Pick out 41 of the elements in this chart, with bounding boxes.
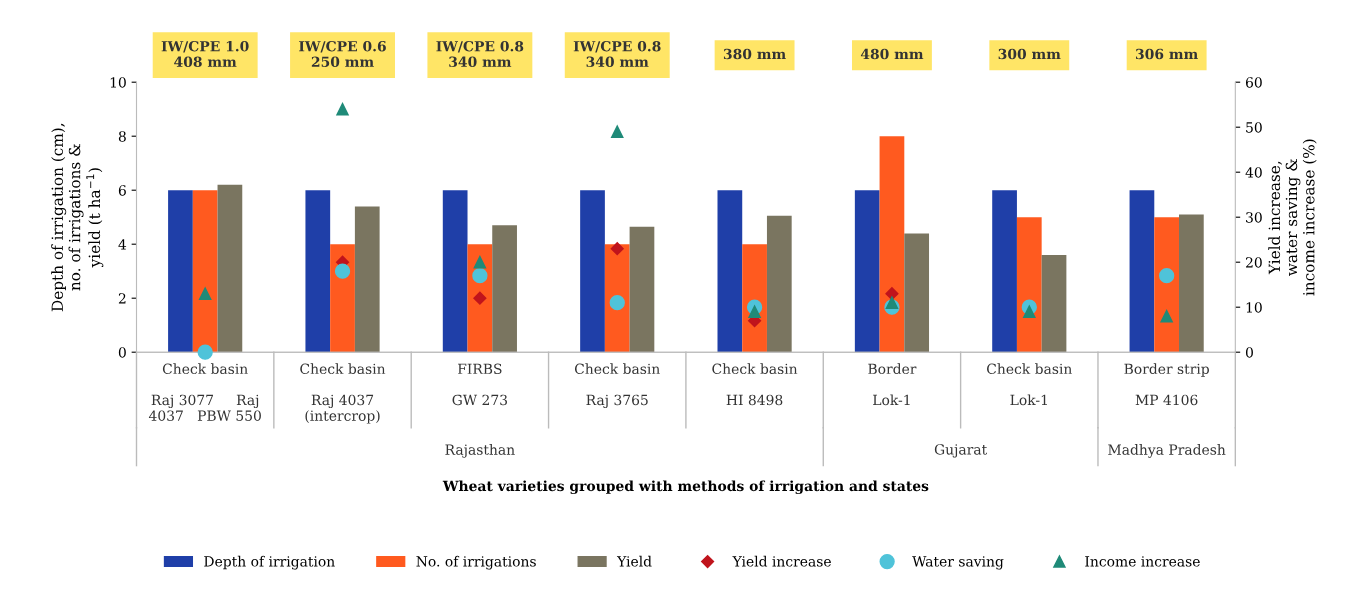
category-label: Check basin HI 8498 — [712, 363, 798, 406]
text: Rajasthan — [445, 444, 515, 458]
text: IW/CPE 0.6 250 mm — [299, 40, 386, 68]
y2-tick-label: 20 — [1245, 257, 1262, 268]
y2-axis-title: Yield increase, water saving & income increase (%) — [1268, 139, 1317, 296]
y2-tick-label: 30 — [1246, 212, 1262, 223]
y-axis-title: Depth of irrigation (cm), no. of irrigations & yield (t ha$^{−1}$) — [51, 123, 104, 312]
y2-tick-label: 0 — [1245, 347, 1253, 358]
legend-label: Yield — [616, 555, 652, 567]
category-label: Check basin Raj 4037 (intercrop) — [300, 363, 386, 424]
text: 480 mm — [860, 48, 924, 60]
y-tick-label: 2 — [118, 293, 126, 304]
text: IW/CPE 0.8 340 mm — [573, 40, 661, 68]
text: 380 mm — [723, 48, 786, 60]
category-label: FIRBS GW 273 — [452, 363, 507, 406]
y2-tick-label: 60 — [1245, 77, 1262, 88]
y-tick-label: 8 — [118, 131, 126, 142]
category-label: Check basin Raj 3765 — [574, 363, 660, 409]
text: IW/CPE 0.8 340 mm — [436, 40, 524, 68]
category-label: Check basin Raj 3077 Raj 4037 PBW 550 — [148, 363, 261, 421]
y2-tick-label: 10 — [1246, 302, 1262, 313]
legend-label: Depth of irrigation — [204, 555, 335, 570]
y2-tick-label: 50 — [1246, 122, 1262, 133]
text: 306 mm — [1136, 48, 1198, 60]
text: 300 mm — [998, 48, 1061, 60]
category-label: Border Lok-1 — [868, 363, 917, 406]
category-label: Check basin Lok-1 — [987, 363, 1072, 406]
text: Madhya Pradesh — [1108, 444, 1226, 458]
legend-label: Water saving — [912, 556, 1004, 570]
y-tick-label: 6 — [118, 185, 126, 196]
text: IW/CPE 1.0 408 mm — [161, 40, 249, 68]
legend-label: Yield increase — [732, 555, 831, 567]
text: Gujarat — [934, 444, 988, 458]
legend-label: No. of irrigations — [416, 555, 536, 570]
y-tick-label: 4 — [118, 239, 127, 250]
y2-tick-label: 40 — [1245, 167, 1262, 178]
category-label: Border strip MP 4106 — [1124, 363, 1209, 406]
text: Wheat varieties grouped with methods of irrigation and states — [442, 480, 929, 495]
legend-label: Income increase — [1085, 556, 1200, 567]
y-tick-label: 0 — [118, 347, 126, 358]
y-tick-label: 10 — [110, 77, 126, 88]
